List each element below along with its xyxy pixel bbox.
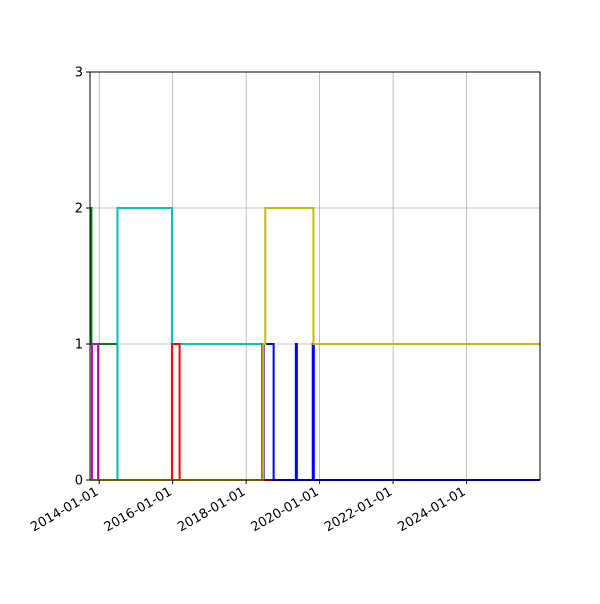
y-tick-label: 0: [75, 474, 83, 489]
y-tick-label: 2: [75, 202, 83, 217]
series-line-6: [90, 207, 540, 481]
y-tick-label: 3: [75, 66, 83, 81]
plot-frame: [89, 71, 541, 481]
y-tick-label: 1: [75, 338, 83, 353]
